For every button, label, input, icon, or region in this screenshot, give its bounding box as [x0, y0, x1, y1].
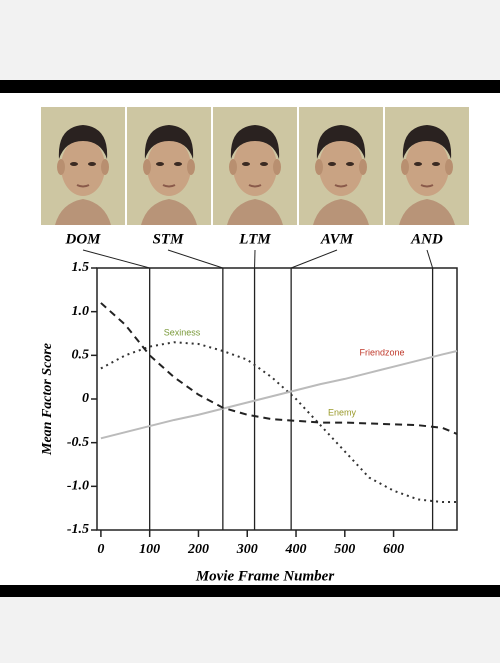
face: [384, 106, 470, 226]
x-tick-label: 200: [187, 542, 209, 557]
y-tick-label: 0: [82, 391, 89, 406]
stage-label: AND: [410, 231, 443, 247]
y-tick-label: -1.0: [67, 479, 89, 494]
stage-label: DOM: [64, 231, 101, 247]
series-label: Friendzone: [359, 347, 404, 357]
y-tick-label: 0.5: [72, 348, 90, 363]
face: [40, 106, 126, 226]
stage-label: AVM: [320, 231, 354, 247]
face: [126, 106, 212, 226]
series-line: [100, 302, 458, 435]
stage-label: LTM: [238, 231, 271, 247]
x-tick-label: 600: [383, 542, 404, 557]
series-label: Enemy: [328, 407, 357, 417]
y-tick-label: 1.0: [72, 304, 90, 319]
y-axis-label: Mean Factor Score: [40, 343, 55, 456]
y-tick-label: 1.5: [72, 260, 90, 275]
series-label: Sexiness: [164, 327, 201, 337]
stage-connector: [290, 249, 338, 269]
face: [298, 106, 384, 226]
face: [212, 106, 298, 226]
y-tick-label: -1.5: [67, 522, 89, 537]
x-tick-label: 500: [334, 542, 355, 557]
x-tick-label: 400: [285, 542, 307, 557]
stage-connector: [426, 249, 434, 269]
x-tick-label: 300: [236, 542, 258, 557]
x-axis-label: Movie Frame Number: [195, 568, 334, 584]
x-tick-label: 100: [139, 542, 160, 557]
stage-connector: [82, 249, 150, 269]
stage-connector: [167, 249, 224, 269]
bottom-bar: [0, 585, 500, 597]
y-tick-label: -0.5: [67, 435, 89, 450]
series-line: [100, 349, 458, 440]
top-bar: [0, 80, 500, 93]
faces: [40, 106, 470, 226]
stage-label: STM: [153, 231, 185, 247]
x-tick-label: 0: [97, 542, 104, 557]
